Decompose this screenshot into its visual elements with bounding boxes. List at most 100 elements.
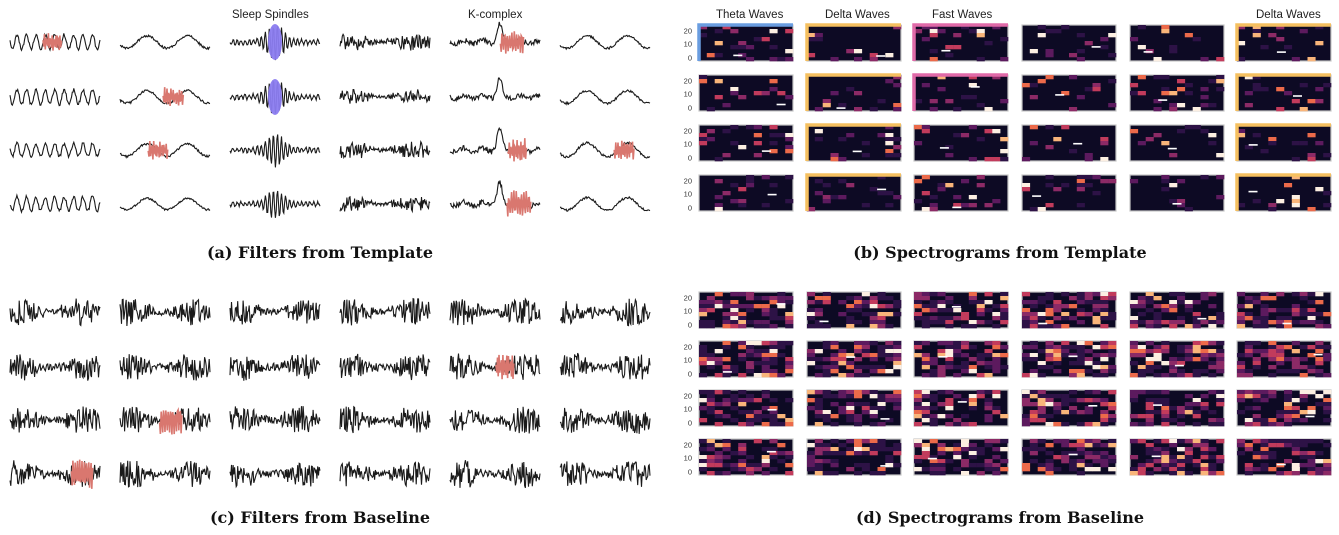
spec-y-tick-r1-2: 0 xyxy=(688,104,692,113)
spec-y-tick-r1-1: 10 xyxy=(684,356,692,365)
spectrogram-r2-c5 xyxy=(1235,123,1332,162)
filter-highlight-red-r0-c0 xyxy=(42,33,63,51)
spectrogram-highlight-delta-r3-c5 xyxy=(1235,173,1331,211)
spectrogram-r1-c3 xyxy=(1021,74,1117,112)
spectrogram-r3-c2 xyxy=(913,174,1009,212)
filter-trace-r0-c3 xyxy=(339,297,431,326)
filter-trace-r0-c4 xyxy=(449,297,541,326)
spec-y-tick-r0-2: 0 xyxy=(688,54,692,63)
filter-trace-r2-c2 xyxy=(229,406,321,433)
panel-c-baseline-filters: (c) Filters from Baseline xyxy=(0,270,660,535)
filter-trace-r0-c2 xyxy=(229,300,321,325)
filter-trace-r1-c5 xyxy=(559,352,651,380)
filter-trace-r3-c1 xyxy=(119,460,211,488)
spectrogram-r1-c3 xyxy=(1021,340,1117,378)
spectrogram-r2-c0 xyxy=(698,389,794,427)
filter-trace-r2-c0 xyxy=(9,140,101,160)
filter-trace-r3-c3 xyxy=(339,461,431,488)
spectrogram-r2-c1 xyxy=(805,123,902,162)
panel-a-template-filters: Sleep Spindles K-complex (a) Filters fro… xyxy=(0,0,660,270)
filter-trace-r0-c0 xyxy=(9,32,101,52)
spectrogram-r3-c2 xyxy=(913,438,1009,476)
spec-y-tick-r0-1: 10 xyxy=(684,40,692,49)
spectrogram-r2-c3 xyxy=(1021,389,1117,427)
filter-trace-r3-c1 xyxy=(119,197,211,212)
filter-trace-r1-c0 xyxy=(9,354,101,381)
filter-trace-r0-c5 xyxy=(559,297,651,327)
spectrogram-r3-c3 xyxy=(1021,438,1117,476)
filter-highlight-red-r3-c0 xyxy=(70,459,94,489)
filter-trace-r1-c3 xyxy=(339,88,431,104)
spec-y-tick-r3-0: 20 xyxy=(684,441,692,450)
filter-trace-r2-c5 xyxy=(559,140,651,159)
filter-trace-r3-c4 xyxy=(449,460,541,489)
filter-highlight-red-r2-c4 xyxy=(507,138,528,162)
spectrogram-r3-c0 xyxy=(698,174,794,212)
spec-y-tick-r3-2: 0 xyxy=(688,468,692,477)
spectrogram-r1-c2 xyxy=(912,73,1009,112)
spectrogram-r0-c3 xyxy=(1021,24,1117,62)
spec-y-tick-r2-1: 10 xyxy=(684,405,692,414)
spec-y-tick-r1-2: 0 xyxy=(688,370,692,379)
spectrogram-highlight-delta-r3-c1 xyxy=(805,173,901,211)
filter-trace-r0-c3 xyxy=(339,33,431,51)
filter-trace-r0-c4 xyxy=(449,21,541,47)
spectrogram-r0-c0 xyxy=(698,291,794,329)
spectrogram-r0-c0 xyxy=(697,23,794,62)
spectrogram-r1-c2 xyxy=(913,340,1009,378)
spectrogram-r2-c2 xyxy=(913,124,1009,162)
filter-trace-r2-c3 xyxy=(339,405,431,434)
spectrogram-r3-c1 xyxy=(806,438,902,476)
spectrogram-r0-c5 xyxy=(1236,291,1332,329)
spectrogram-highlight-delta-r0-c1 xyxy=(805,23,901,61)
filter-highlight-red-r2-c1 xyxy=(158,406,183,435)
spectrogram-r1-c1 xyxy=(805,73,902,112)
spec-y-tick-r0-0: 20 xyxy=(684,27,692,36)
spec-y-tick-r3-1: 10 xyxy=(684,454,692,463)
spectrogram-r0-c2 xyxy=(912,23,1009,62)
spectrogram-r0-c2 xyxy=(913,291,1009,329)
spectrogram-r2-c4 xyxy=(1129,389,1225,427)
spectrogram-r3-c5 xyxy=(1235,173,1332,212)
spectrogram-r3-c4 xyxy=(1129,438,1225,476)
spec-y-tick-r0-1: 10 xyxy=(684,307,692,316)
filter-highlight-red-r0-c4 xyxy=(499,31,525,54)
filter-trace-r3-c2 xyxy=(229,462,321,489)
spec-y-tick-r3-0: 20 xyxy=(684,177,692,186)
spectrogram-highlight-delta-r1-c5 xyxy=(1235,73,1331,111)
col-label-sleep-spindles: Sleep Spindles xyxy=(232,9,309,21)
baseline-filters-grid xyxy=(9,297,651,489)
spectrogram-highlight-delta-r0-c5 xyxy=(1235,23,1331,61)
col-label-delta-waves-2: Delta Waves xyxy=(1256,9,1321,21)
filter-trace-r3-c5 xyxy=(559,461,651,487)
spectrogram-r0-c5 xyxy=(1235,23,1332,62)
spec-y-tick-r1-0: 20 xyxy=(684,77,692,86)
spectrogram-highlight-theta-r0-c0 xyxy=(697,23,793,61)
filter-trace-r0-c1 xyxy=(119,298,211,327)
spectrogram-r1-c5 xyxy=(1236,340,1332,378)
spectrogram-r1-c4 xyxy=(1129,340,1225,378)
filter-trace-r3-c2 xyxy=(229,190,321,218)
spec-y-tick-r2-2: 0 xyxy=(688,419,692,428)
filter-trace-r1-c1 xyxy=(119,354,211,381)
caption-d: (d) Spectrograms from Baseline xyxy=(855,508,1145,527)
template-spectrograms-grid: 20 10 0 20 10 0 20 10 0 20 10 0 xyxy=(684,23,1332,213)
filter-highlight-red-r2-c5 xyxy=(613,140,635,160)
filter-trace-r1-c4 xyxy=(449,353,541,380)
col-label-delta-waves-1: Delta Waves xyxy=(825,9,890,21)
spectrogram-r2-c2 xyxy=(913,389,1009,427)
baseline-spectrograms-grid: 20 10 0 20 10 0 20 10 0 20 10 0 xyxy=(684,291,1332,477)
spectrogram-r0-c3 xyxy=(1021,291,1117,329)
spectrogram-highlight-fast-r1-c2 xyxy=(912,73,1008,111)
spectrogram-r0-c1 xyxy=(806,291,902,329)
spectrogram-highlight-delta-r2-c5 xyxy=(1235,123,1331,161)
col-label-fast-waves: Fast Waves xyxy=(932,9,993,21)
filter-trace-r2-c0 xyxy=(9,406,101,433)
filter-trace-r3-c3 xyxy=(339,195,431,214)
filter-highlight-red-r1-c4 xyxy=(495,354,515,380)
spectrogram-r1-c5 xyxy=(1235,73,1332,112)
col-label-theta-waves: Theta Waves xyxy=(716,9,784,21)
caption-b: (b) Spectrograms from Template xyxy=(853,243,1147,262)
filter-trace-r0-c0 xyxy=(9,298,101,327)
filter-trace-r1-c2 xyxy=(229,354,321,381)
